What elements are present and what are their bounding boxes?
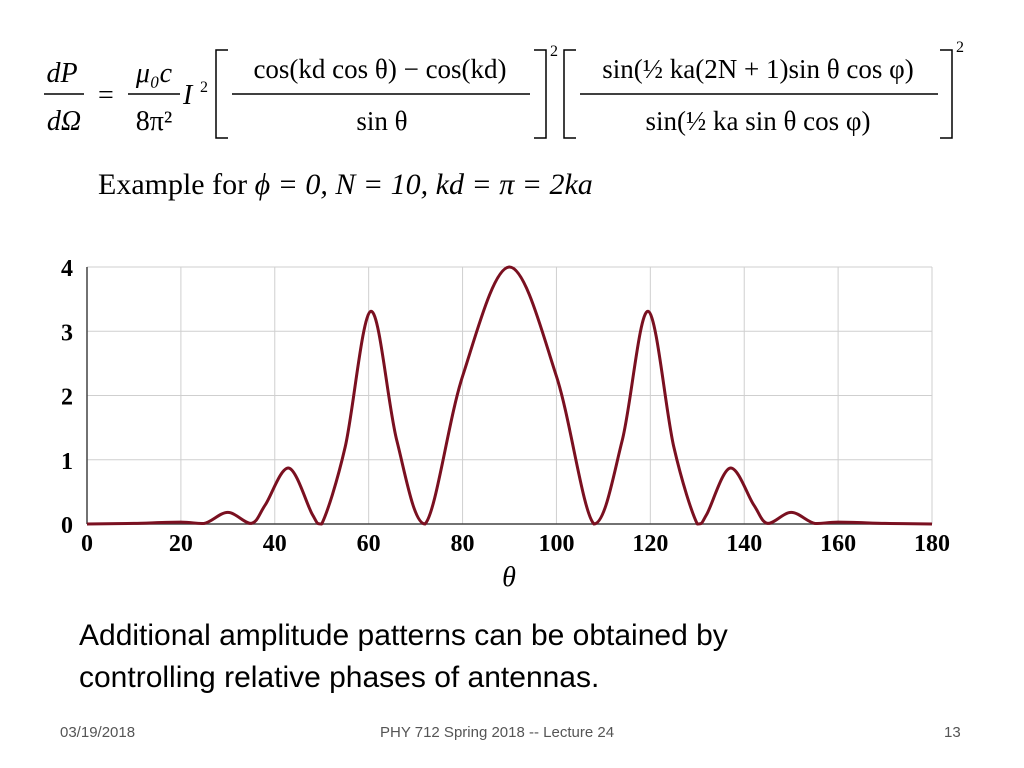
eq-frac2-denominator: sin(½ ka sin θ cos φ) xyxy=(646,106,871,136)
caption-line-2: controlling relative phases of antennas. xyxy=(79,661,600,694)
eq-bracket-1-left xyxy=(215,49,228,139)
series-line xyxy=(86,265,933,526)
eq-frac1-denominator: sin θ xyxy=(356,106,407,136)
eq-frac2-numerator: sin(½ ka(2N + 1)sin θ cos φ) xyxy=(602,54,913,84)
chart-axes xyxy=(86,267,932,525)
chart-tick-labels: 0 20 40 60 80 100 120 140 160 180 0 1 2 3 4 xyxy=(61,256,950,557)
eq-frac2-exponent: 2 xyxy=(956,39,964,56)
footer-title: PHY 712 Spring 2018 -- Lecture 24 xyxy=(380,724,615,741)
caption: Additional amplitude patterns can be obt… xyxy=(79,615,728,699)
eq-bracket-2-right xyxy=(940,49,953,139)
y-tick-label: 3 xyxy=(61,320,73,346)
footer-page-number: 13 xyxy=(944,724,961,741)
eq-lhs-numerator: dP xyxy=(46,58,77,89)
example-lead: Example for xyxy=(98,168,255,201)
footer-date: 03/19/2018 xyxy=(60,724,136,741)
x-tick-label: 40 xyxy=(263,531,287,557)
eq-frac1-exponent: 2 xyxy=(550,43,558,60)
y-tick-label: 4 xyxy=(61,256,73,282)
x-tick-label: 160 xyxy=(820,531,856,557)
x-tick-label: 140 xyxy=(726,531,762,557)
x-tick-label: 120 xyxy=(632,531,668,557)
eq-current-exponent: 2 xyxy=(200,79,208,96)
y-tick-label: 2 xyxy=(61,385,73,411)
eq-coef-denominator: 8π² xyxy=(136,106,173,137)
caption-line-1: Additional amplitude patterns can be obt… xyxy=(79,619,728,652)
x-tick-label: 80 xyxy=(451,531,475,557)
chart-grid xyxy=(86,266,933,525)
eq-lhs-denominator: dΩ xyxy=(47,106,81,137)
example-line: Example for ϕ = 0, N = 10, kd = π = 2ka xyxy=(98,168,593,202)
eq-bracket-1-right xyxy=(534,49,547,139)
y-tick-label: 1 xyxy=(61,449,73,475)
x-axis-label: θ xyxy=(502,562,516,593)
eq-equals: = xyxy=(98,80,114,111)
eq-bracket-2-left xyxy=(563,49,576,139)
eq-frac1-numerator: cos(kd cos θ) − cos(kd) xyxy=(253,54,506,84)
x-tick-label: 0 xyxy=(81,531,93,557)
y-tick-label: 0 xyxy=(61,513,73,539)
eq-current: I xyxy=(182,80,194,111)
eq-coef-numerator: μ₀c xyxy=(135,58,173,89)
radiation-equation: dP dΩ = μ₀c 8π² I 2 cos(kd cos θ) − cos(… xyxy=(44,39,964,139)
example-math: ϕ = 0, N = 10, kd = π = 2ka xyxy=(254,168,593,201)
x-tick-label: 180 xyxy=(914,531,950,557)
angular-distribution-chart: 0 20 40 60 80 100 120 140 160 180 0 1 2 3 4 θ xyxy=(61,256,950,593)
x-tick-label: 100 xyxy=(538,531,574,557)
x-tick-label: 60 xyxy=(357,531,381,557)
x-tick-label: 20 xyxy=(169,531,193,557)
chart-series xyxy=(86,265,933,526)
